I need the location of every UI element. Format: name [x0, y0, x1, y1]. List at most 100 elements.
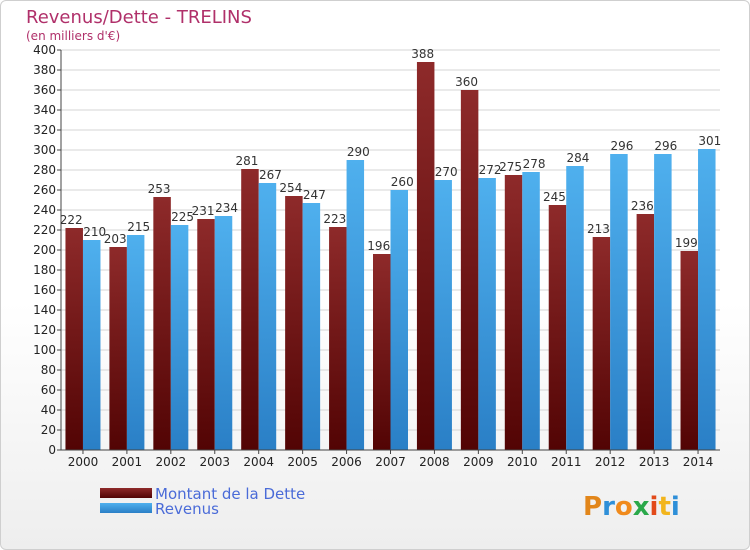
data-label-dette: 254: [279, 181, 302, 195]
x-tick-label: 2011: [551, 455, 582, 469]
data-label-dette: 222: [60, 213, 83, 227]
y-tick-label: 140: [33, 303, 56, 317]
y-tick-label: 340: [33, 103, 56, 117]
data-label-revenus: 260: [391, 175, 414, 189]
x-tick-label: 2002: [156, 455, 187, 469]
y-tick-label: 260: [33, 183, 56, 197]
data-label-revenus: 210: [83, 225, 106, 239]
y-tick-label: 300: [33, 143, 56, 157]
bar-dette: [241, 169, 259, 450]
y-tick-label: 240: [33, 203, 56, 217]
y-tick-label: 40: [41, 403, 56, 417]
data-label-dette: 236: [631, 199, 654, 213]
data-label-dette: 199: [675, 236, 698, 250]
y-tick-label: 80: [41, 363, 56, 377]
bar-revenus: [566, 166, 584, 450]
bar-dette: [460, 90, 479, 450]
y-tick-label: 280: [33, 163, 56, 177]
data-label-dette: 360: [455, 75, 478, 89]
bar-revenus: [258, 183, 277, 450]
bar-revenus: [214, 216, 233, 450]
legend-label-dette: Montant de la Dette: [155, 485, 305, 503]
y-tick-label: 20: [41, 423, 56, 437]
bar-revenus: [698, 149, 716, 450]
proxiti-logo-text: Proxiti: [583, 492, 680, 522]
x-tick-label: 2001: [112, 455, 143, 469]
y-tick-label: 180: [33, 263, 56, 277]
bar-revenus: [478, 178, 496, 450]
bar-dette: [504, 175, 523, 450]
y-tick-label: 60: [41, 383, 56, 397]
y-tick-label: 120: [33, 323, 56, 337]
y-tick-label: 400: [33, 43, 56, 57]
bar-revenus: [654, 154, 672, 450]
x-tick-label: 2010: [507, 455, 538, 469]
bar-revenus: [610, 154, 628, 450]
data-label-revenus: 296: [610, 139, 633, 153]
y-tick-label: 200: [33, 243, 56, 257]
data-label-dette: 223: [323, 212, 346, 226]
bar-revenus: [82, 240, 101, 450]
data-label-dette: 213: [587, 222, 610, 236]
bar-dette: [197, 219, 215, 450]
data-label-revenus: 272: [479, 163, 502, 177]
y-tick-label: 0: [48, 443, 56, 457]
x-tick-label: 2000: [68, 455, 99, 469]
data-label-revenus: 234: [215, 201, 238, 215]
bar-dette: [285, 196, 303, 450]
bar-dette: [416, 62, 435, 450]
x-tick-label: 2006: [331, 455, 362, 469]
bar-dette: [153, 197, 171, 450]
bar-dette: [636, 214, 655, 450]
x-axis: 2000 2001 2002 2003 2004 2005 2006 2007 2008 2009…: [61, 449, 720, 469]
y-tick-label: 220: [33, 223, 56, 237]
y-tick-label: 360: [33, 83, 56, 97]
x-tick-label: 2005: [287, 455, 318, 469]
chart-subtitle: (en milliers d'€): [26, 29, 120, 43]
data-label-revenus: 296: [654, 139, 677, 153]
data-label-revenus: 247: [303, 188, 326, 202]
bar-revenus: [522, 172, 540, 450]
data-label-dette: 245: [543, 190, 566, 204]
bar-revenus: [126, 235, 145, 450]
x-tick-label: 2008: [419, 455, 450, 469]
chart-title: Revenus/Dette - TRELINS: [26, 7, 252, 28]
bar-revenus: [346, 160, 365, 450]
data-label-dette: 196: [367, 239, 390, 253]
y-tick-label: 380: [33, 63, 56, 77]
bar-revenus: [302, 203, 321, 450]
legend-label-revenus: Revenus: [155, 500, 219, 518]
data-label-dette: 203: [104, 232, 127, 246]
data-label-dette: 275: [499, 160, 522, 174]
data-label-revenus: 270: [435, 165, 458, 179]
bar-dette: [548, 205, 567, 450]
x-tick-label: 2003: [199, 455, 230, 469]
legend-swatch-revenus: [100, 503, 152, 513]
bar-dette: [592, 237, 611, 450]
bar-dette: [373, 254, 391, 450]
bar-dette: [65, 228, 83, 450]
x-tick-label: 2004: [243, 455, 274, 469]
bar-revenus: [434, 180, 452, 450]
data-label-revenus: 215: [127, 220, 150, 234]
x-tick-label: 2007: [375, 455, 406, 469]
bar-dette: [680, 251, 699, 450]
bar-revenus: [390, 190, 408, 450]
y-tick-label: 100: [33, 343, 56, 357]
bar-dette: [329, 227, 347, 450]
data-label-revenus: 278: [523, 157, 546, 171]
x-tick-label: 2014: [683, 455, 714, 469]
data-label-revenus: 301: [698, 134, 721, 148]
data-label-dette: 253: [148, 182, 171, 196]
data-label-dette: 388: [411, 47, 434, 61]
x-tick-label: 2012: [595, 455, 626, 469]
y-tick-label: 320: [33, 123, 56, 137]
legend-swatch-dette: [100, 488, 152, 498]
data-label-revenus: 284: [567, 151, 590, 165]
data-label-revenus: 290: [347, 145, 370, 159]
x-tick-label: 2013: [639, 455, 670, 469]
y-tick-label: 160: [33, 283, 56, 297]
proxiti-logo: Proxiti: [583, 492, 680, 522]
data-label-dette: 231: [192, 204, 215, 218]
